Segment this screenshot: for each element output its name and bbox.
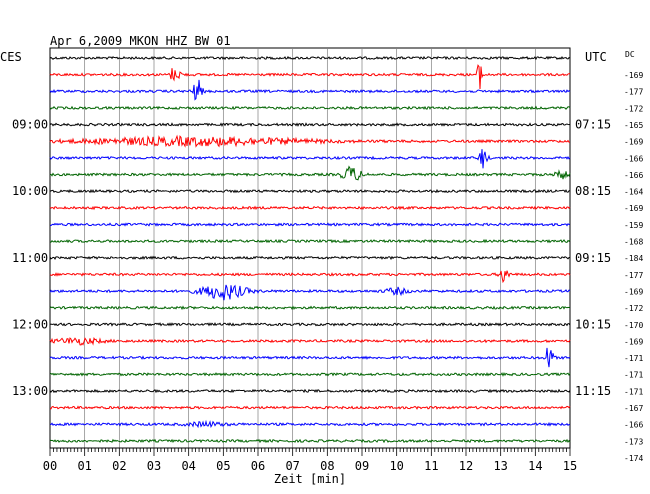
trace-row-21 <box>49 405 571 410</box>
x-tick-label: 11 <box>424 459 438 473</box>
dc-value: -171 <box>624 371 643 380</box>
trace-row-23 <box>49 438 571 444</box>
trace-row-4 <box>49 122 571 127</box>
dc-label: DC <box>625 50 635 59</box>
dc-value: -184 <box>624 254 643 263</box>
trace-row-2 <box>49 79 571 101</box>
left-hour-label: 13:00 <box>12 384 48 398</box>
trace-row-5 <box>49 134 571 148</box>
right-hour-label: 09:15 <box>575 251 611 265</box>
right-hour-label: 10:15 <box>575 317 611 331</box>
left-timezone-label: CES <box>0 50 22 64</box>
traces <box>49 55 571 444</box>
trace-row-1 <box>49 64 571 90</box>
dc-value: -177 <box>624 271 643 280</box>
trace-row-12 <box>49 255 571 261</box>
right-hour-label: 08:15 <box>575 184 611 198</box>
dc-value: -164 <box>624 188 643 197</box>
dc-value: -177 <box>624 88 643 97</box>
dc-value: -169 <box>624 337 643 346</box>
right-timezone-label: UTC <box>585 50 607 64</box>
trace-row-18 <box>49 347 571 368</box>
dc-value: -170 <box>624 321 643 330</box>
x-tick-label: 14 <box>528 459 542 473</box>
x-tick-label: 03 <box>147 459 161 473</box>
trace-row-9 <box>49 205 571 211</box>
dc-value: -159 <box>624 221 643 230</box>
x-tick-label: 01 <box>77 459 91 473</box>
x-tick-label: 09 <box>355 459 369 473</box>
dc-value: -173 <box>624 437 643 446</box>
trace-row-15 <box>49 305 571 311</box>
trace-row-10 <box>50 222 571 227</box>
x-tick-label: 06 <box>251 459 265 473</box>
x-tick-label: 04 <box>181 459 195 473</box>
dc-value: -165 <box>624 121 643 130</box>
trace-row-3 <box>49 105 571 111</box>
dc-value: -169 <box>624 71 643 80</box>
x-tick-label: 05 <box>216 459 230 473</box>
left-hour-label: 09:00 <box>12 118 48 132</box>
x-tick-label: 15 <box>563 459 577 473</box>
dc-value: -169 <box>624 204 643 213</box>
labels: 09:00 10:00 11:00 12:00 13:00 07:15 08:15 09:15… <box>12 71 643 463</box>
chart-title: Apr 6,2009 MKON HHZ BW 01 <box>50 34 231 48</box>
left-hour-label: 10:00 <box>12 184 48 198</box>
x-tick-label: 00 <box>43 459 57 473</box>
dc-value: -171 <box>624 354 643 363</box>
x-tick-label: 10 <box>389 459 403 473</box>
trace-row-0 <box>49 55 571 61</box>
dc-value: -169 <box>624 138 643 147</box>
left-hour-label: 12:00 <box>12 317 48 331</box>
dc-value: -168 <box>624 238 643 247</box>
grid-lines <box>84 48 536 448</box>
x-tick-label: 07 <box>285 459 299 473</box>
dc-value: -174 <box>624 454 643 463</box>
trace-row-16 <box>49 322 571 327</box>
dc-value: -166 <box>624 154 643 163</box>
dc-value: -166 <box>624 421 643 430</box>
dc-value: -172 <box>624 304 643 313</box>
left-hour-label: 11:00 <box>12 251 48 265</box>
x-tick-label: 08 <box>320 459 334 473</box>
trace-row-17 <box>49 336 571 346</box>
dc-value: -167 <box>624 404 643 413</box>
right-hour-label: 11:15 <box>575 384 611 398</box>
x-axis: 00 01 02 03 04 05 06 07 08 09 10 11 12 13 14 15 <box>43 447 577 473</box>
trace-row-22 <box>49 419 571 429</box>
trace-row-6 <box>49 149 571 169</box>
dc-value: -171 <box>624 387 643 396</box>
plot-area <box>49 47 571 449</box>
trace-row-7 <box>49 165 571 181</box>
x-tick-label: 02 <box>112 459 126 473</box>
trace-row-13 <box>49 270 571 284</box>
x-tick-label: 13 <box>493 459 507 473</box>
x-tick-label: 12 <box>459 459 473 473</box>
dc-value: -172 <box>624 104 643 113</box>
trace-row-8 <box>49 188 571 194</box>
trace-row-20 <box>49 388 571 394</box>
trace-row-14 <box>49 284 571 301</box>
x-axis-label: Zeit [min] <box>274 472 346 486</box>
dc-value: -166 <box>624 171 643 180</box>
right-hour-label: 07:15 <box>575 118 611 132</box>
trace-row-11 <box>49 238 571 244</box>
dc-value: -169 <box>624 287 643 296</box>
trace-row-19 <box>49 371 571 377</box>
